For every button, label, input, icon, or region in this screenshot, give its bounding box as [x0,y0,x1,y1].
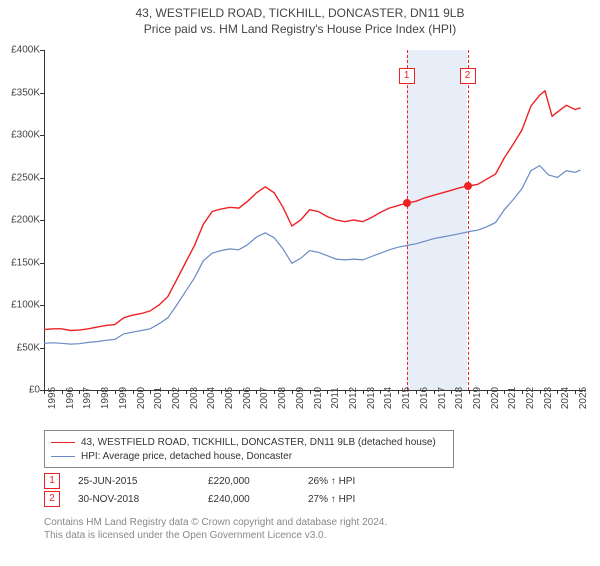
chart-container: 43, WESTFIELD ROAD, TICKHILL, DONCASTER,… [0,6,600,566]
y-tick-label: £150K [0,257,40,268]
x-tick-label: 2007 [259,387,270,409]
chart-area: £0£50K£100K£150K£200K£250K£300K£350K£400… [44,50,584,390]
sale-hpi: 26% ↑ HPI [308,476,408,487]
x-tick-label: 2025 [578,387,589,409]
x-tick-label: 2010 [313,387,324,409]
x-tick-label: 2018 [454,387,465,409]
footer-line1: Contains HM Land Registry data © Crown c… [44,516,387,529]
sale-price: £240,000 [208,494,308,505]
legend: 43, WESTFIELD ROAD, TICKHILL, DONCASTER,… [44,430,454,468]
x-tick-label: 1997 [82,387,93,409]
x-tick-label: 2009 [295,387,306,409]
chart-subtitle: Price paid vs. HM Land Registry's House … [0,22,600,36]
x-tick-label: 2003 [189,387,200,409]
y-tick-label: £100K [0,300,40,311]
line-series [44,50,584,390]
legend-row: HPI: Average price, detached house, Donc… [51,449,447,463]
sale-marker-box: 1 [44,473,60,489]
sales-row: 1 25-JUN-2015 £220,000 26% ↑ HPI [44,472,408,490]
x-tick-label: 2016 [419,387,430,409]
x-tick-label: 2008 [277,387,288,409]
x-tick-label: 2017 [437,387,448,409]
sale-dot [464,182,472,190]
y-tick-label: £300K [0,130,40,141]
sales-row: 2 30-NOV-2018 £240,000 27% ↑ HPI [44,490,408,508]
sale-dot [403,199,411,207]
y-tick-label: £350K [0,87,40,98]
x-tick-label: 2024 [560,387,571,409]
x-tick-label: 2023 [543,387,554,409]
x-tick-label: 1999 [118,387,129,409]
y-tick-label: £250K [0,172,40,183]
sale-marker: 1 [399,68,415,84]
sale-price: £220,000 [208,476,308,487]
y-tick-label: £400K [0,45,40,56]
series-line [44,91,581,331]
x-tick-label: 2021 [507,387,518,409]
x-tick-label: 2022 [525,387,536,409]
footer-line2: This data is licensed under the Open Gov… [44,529,387,542]
chart-title: 43, WESTFIELD ROAD, TICKHILL, DONCASTER,… [0,6,600,20]
x-tick-label: 1995 [47,387,58,409]
legend-row: 43, WESTFIELD ROAD, TICKHILL, DONCASTER,… [51,435,447,449]
x-tick-label: 2011 [330,387,341,409]
x-tick-label: 1998 [100,387,111,409]
x-tick-label: 1996 [65,387,76,409]
y-tick-label: £0 [0,385,40,396]
x-tick-label: 2014 [383,387,394,409]
sale-date: 30-NOV-2018 [78,494,208,505]
legend-swatch [51,442,75,443]
x-tick-label: 2001 [153,387,164,409]
sale-marker: 2 [460,68,476,84]
x-tick-label: 2002 [171,387,182,409]
legend-label: 43, WESTFIELD ROAD, TICKHILL, DONCASTER,… [81,437,436,448]
y-tick-label: £50K [0,342,40,353]
x-tick-label: 2020 [490,387,501,409]
sale-marker-box: 2 [44,491,60,507]
x-tick-label: 2000 [136,387,147,409]
sale-hpi: 27% ↑ HPI [308,494,408,505]
x-tick-label: 2004 [206,387,217,409]
x-tick-label: 2019 [472,387,483,409]
legend-label: HPI: Average price, detached house, Donc… [81,451,292,462]
x-tick-label: 2013 [366,387,377,409]
x-tick-label: 2012 [348,387,359,409]
y-tick-label: £200K [0,215,40,226]
sale-date: 25-JUN-2015 [78,476,208,487]
footer: Contains HM Land Registry data © Crown c… [44,516,387,542]
legend-swatch [51,456,75,457]
sales-table: 1 25-JUN-2015 £220,000 26% ↑ HPI 2 30-NO… [44,472,408,508]
x-tick-label: 2015 [401,387,412,409]
x-tick-label: 2005 [224,387,235,409]
x-tick-label: 2006 [242,387,253,409]
